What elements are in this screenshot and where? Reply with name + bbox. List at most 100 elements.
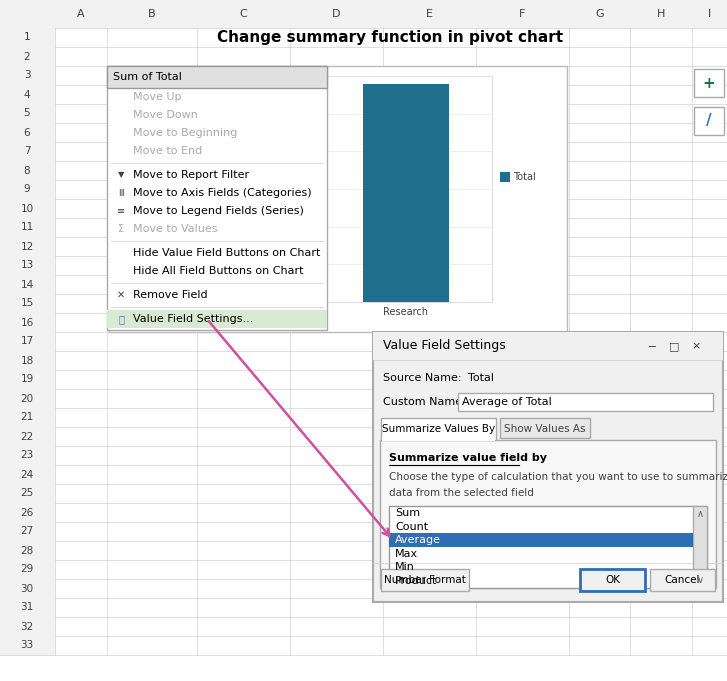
- Text: 250: 250: [126, 109, 143, 118]
- Bar: [0, 0, 727, 28]
- Text: 9: 9: [24, 185, 31, 195]
- Text: Average of Total: Average of Total: [462, 397, 552, 407]
- Bar: [389, 506, 707, 588]
- Text: Summarize Values By: Summarize Values By: [382, 424, 495, 434]
- Text: 22: 22: [20, 432, 33, 441]
- Text: 200: 200: [126, 147, 143, 156]
- Bar: [373, 332, 723, 602]
- Bar: [694, 107, 724, 135]
- Text: Move Down: Move Down: [133, 110, 198, 120]
- Text: Research: Research: [383, 307, 428, 317]
- Text: 5: 5: [24, 108, 31, 118]
- Text: 6: 6: [24, 127, 31, 138]
- Text: 4: 4: [24, 89, 31, 99]
- Text: 13: 13: [20, 261, 33, 270]
- Text: 24: 24: [20, 469, 33, 479]
- Text: data from the selected field: data from the selected field: [389, 488, 534, 498]
- Text: ≡: ≡: [117, 206, 125, 216]
- Text: 12: 12: [20, 242, 33, 251]
- Text: Value Field Settings...: Value Field Settings...: [133, 314, 254, 324]
- Text: Change summary function in pivot chart: Change summary function in pivot chart: [217, 30, 563, 45]
- Text: 32: 32: [20, 622, 33, 631]
- Bar: [458, 393, 713, 411]
- Bar: [147, 76, 492, 302]
- Text: 150: 150: [126, 185, 143, 193]
- Text: 23: 23: [20, 451, 33, 460]
- Bar: [382, 438, 495, 441]
- Text: Marketing: Marketing: [209, 307, 257, 317]
- Text: 18: 18: [20, 355, 33, 366]
- Text: 29: 29: [20, 565, 33, 575]
- Text: 7: 7: [24, 146, 31, 157]
- Text: 11: 11: [20, 223, 33, 232]
- Text: □: □: [669, 341, 679, 351]
- Bar: [363, 84, 449, 302]
- Text: Choose the type of calculation that you want to use to summarize: Choose the type of calculation that you …: [389, 472, 727, 482]
- Text: 27: 27: [20, 526, 33, 537]
- Text: ∧: ∧: [696, 509, 704, 519]
- Text: Count: Count: [395, 522, 428, 531]
- Text: Max: Max: [395, 549, 418, 559]
- Text: Move to Beginning: Move to Beginning: [133, 128, 238, 138]
- Text: D: D: [332, 9, 341, 19]
- Bar: [190, 91, 276, 302]
- Text: 100: 100: [126, 222, 143, 231]
- Text: 14: 14: [20, 279, 33, 289]
- Text: 19: 19: [20, 375, 33, 385]
- Text: 🛈: 🛈: [118, 314, 124, 324]
- Text: Sum: Sum: [395, 508, 420, 518]
- Text: B: B: [148, 9, 156, 19]
- Text: 17: 17: [20, 336, 33, 347]
- Text: ▼: ▼: [118, 170, 124, 180]
- Text: Hide Value Field Buttons on Chart: Hide Value Field Buttons on Chart: [133, 248, 321, 258]
- Bar: [109, 66, 567, 332]
- Text: 2: 2: [24, 52, 31, 61]
- Bar: [694, 69, 724, 97]
- Text: 31: 31: [20, 603, 33, 612]
- Text: 300: 300: [126, 72, 143, 80]
- Text: A: A: [77, 9, 85, 19]
- Text: G: G: [595, 9, 604, 19]
- Text: Custom Name:: Custom Name:: [383, 397, 466, 407]
- Text: Summarize value field by: Summarize value field by: [389, 453, 547, 463]
- Text: 33: 33: [20, 641, 33, 650]
- Text: 16: 16: [20, 317, 33, 328]
- Text: Move to End: Move to End: [133, 146, 202, 156]
- Text: Product: Product: [395, 576, 438, 586]
- Bar: [107, 66, 327, 88]
- Text: Average: Average: [395, 535, 441, 545]
- Text: Move Up: Move Up: [133, 92, 182, 102]
- Text: Total: Total: [468, 373, 494, 383]
- Text: /: /: [706, 114, 712, 129]
- Bar: [381, 569, 469, 591]
- Text: F: F: [519, 9, 526, 19]
- Text: OK: OK: [605, 575, 620, 585]
- Text: 25: 25: [20, 488, 33, 498]
- Bar: [107, 310, 327, 328]
- Bar: [500, 418, 590, 438]
- Text: ✕: ✕: [117, 290, 125, 300]
- Text: Σ: Σ: [118, 224, 124, 234]
- Text: 21: 21: [20, 413, 33, 422]
- Text: Total: Total: [513, 172, 536, 182]
- Bar: [0, 0, 55, 655]
- Text: Value Field Settings: Value Field Settings: [383, 340, 506, 353]
- Text: Move to Values: Move to Values: [133, 224, 217, 234]
- Text: 3: 3: [24, 71, 31, 80]
- Text: 28: 28: [20, 545, 33, 556]
- Text: 15: 15: [20, 298, 33, 308]
- Text: 26: 26: [20, 507, 33, 518]
- Text: Ⅲ: Ⅲ: [118, 189, 124, 197]
- Text: Cancel: Cancel: [664, 575, 700, 585]
- Bar: [650, 569, 715, 591]
- Text: C: C: [240, 9, 247, 19]
- Text: ∨: ∨: [696, 575, 704, 585]
- Text: +: +: [702, 76, 715, 91]
- Text: Show Values As: Show Values As: [505, 424, 586, 434]
- Text: Move to Legend Fields (Series): Move to Legend Fields (Series): [133, 206, 304, 216]
- Bar: [107, 66, 327, 330]
- Text: Move to Axis Fields (Categories): Move to Axis Fields (Categories): [133, 188, 312, 198]
- Text: Remove Field: Remove Field: [133, 290, 208, 300]
- Text: Hide All Field Buttons on Chart: Hide All Field Buttons on Chart: [133, 266, 303, 276]
- Text: 1: 1: [24, 33, 31, 42]
